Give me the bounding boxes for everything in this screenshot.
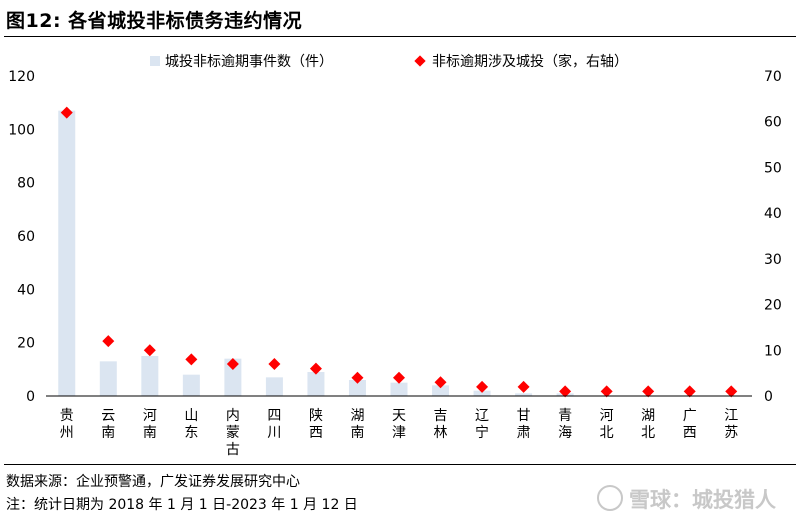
left-tick-label: 80 — [17, 176, 35, 192]
x-tick-label: 贵州 — [60, 408, 74, 441]
left-tick-label: 0 — [26, 389, 35, 405]
x-tick-label: 湖北 — [641, 408, 655, 441]
diamond-marker — [143, 344, 156, 357]
diamond-marker — [517, 380, 530, 393]
x-tick-label: 山东 — [184, 408, 198, 441]
bar — [265, 377, 283, 396]
diamond-marker — [642, 385, 655, 398]
bar — [224, 358, 242, 396]
x-tick-label: 湖南 — [350, 408, 364, 441]
right-tick-label: 10 — [764, 343, 782, 359]
bar — [473, 390, 491, 396]
bar — [99, 361, 117, 396]
diamond-marker — [102, 335, 115, 348]
left-axis: 0 20 40 60 80 100 120 — [8, 69, 35, 405]
diamond-marker — [559, 385, 572, 398]
right-tick-label: 20 — [764, 298, 782, 314]
title-divider — [4, 36, 796, 37]
diamond-marker — [393, 371, 405, 384]
diamond-marker — [309, 362, 322, 375]
right-axis: 0 10 20 30 40 50 60 70 — [764, 69, 782, 405]
x-tick-label: 河北 — [600, 408, 614, 441]
bar — [515, 393, 533, 396]
bar — [390, 382, 408, 396]
x-tick-label: 青海 — [558, 408, 572, 441]
x-tick-label: 辽宁 — [475, 408, 489, 441]
legend: 城投非标逾期事件数（件） 非标逾期涉及城投（家，右轴） — [150, 53, 628, 70]
chart: 城投非标逾期事件数（件） 非标逾期涉及城投（家，右轴） 020406080100… — [8, 53, 782, 458]
diamond-series — [60, 106, 738, 398]
diamond-marker — [226, 358, 239, 370]
watermark: 雪球：城投猎人 — [597, 484, 776, 514]
x-tick-label: 云南 — [101, 408, 115, 441]
bar — [182, 374, 200, 396]
diamond-marker — [60, 106, 73, 119]
left-tick-label: 120 — [8, 69, 35, 85]
x-tick-label: 吉林 — [434, 408, 448, 441]
bar — [307, 372, 325, 396]
x-tick-label: 天津 — [392, 408, 406, 441]
x-tick-label: 广西 — [683, 408, 697, 441]
diamond-marker — [185, 353, 198, 366]
x-tick-label: 河南 — [143, 408, 157, 441]
source-note: 数据来源：企业预警通，广发证券发展研究中心 — [6, 474, 300, 490]
figure-title: 图12: 各省城投非标债务违约情况 — [6, 10, 303, 32]
legend-label-bars: 城投非标逾期事件数（件） — [165, 54, 333, 70]
x-tick-label: 陕西 — [309, 408, 323, 441]
bar — [432, 385, 450, 396]
x-tick-label: 江苏 — [724, 408, 738, 441]
diamond-marker — [683, 385, 696, 398]
legend-swatch-bars — [150, 56, 160, 66]
legend-label-diamonds: 非标逾期涉及城投（家，右轴） — [432, 53, 628, 70]
x-tick-label: 四川 — [267, 408, 281, 441]
left-tick-label: 40 — [17, 282, 35, 298]
bar — [58, 110, 76, 397]
bar-series — [58, 110, 574, 397]
snowball-logo-icon — [597, 485, 623, 511]
right-tick-label: 50 — [764, 160, 782, 176]
right-tick-label: 60 — [764, 115, 782, 131]
right-tick-label: 30 — [764, 252, 782, 268]
left-tick-label: 100 — [8, 122, 35, 138]
bar — [348, 380, 366, 396]
left-tick-label: 60 — [17, 229, 35, 245]
footer-divider — [4, 464, 796, 465]
diamond-marker — [351, 371, 364, 384]
left-tick-label: 20 — [17, 336, 35, 352]
date-range-note: 注：统计日期为 2018 年 1 月 1 日-2023 年 1 月 12 日 — [6, 497, 358, 513]
x-tick-label: 内蒙古 — [226, 408, 240, 458]
right-tick-label: 40 — [764, 206, 782, 222]
watermark-text: 雪球：城投猎人 — [629, 488, 776, 512]
diamond-marker — [600, 385, 613, 398]
diamond-marker — [476, 380, 489, 393]
bar — [141, 356, 159, 396]
diamond-marker — [725, 385, 738, 398]
x-tick-label: 甘肃 — [517, 408, 531, 441]
diamond-marker — [268, 358, 281, 370]
diamond-marker — [434, 376, 447, 389]
right-tick-label: 70 — [764, 69, 782, 85]
legend-swatch-diamonds — [414, 55, 426, 67]
right-tick-label: 0 — [764, 389, 773, 405]
